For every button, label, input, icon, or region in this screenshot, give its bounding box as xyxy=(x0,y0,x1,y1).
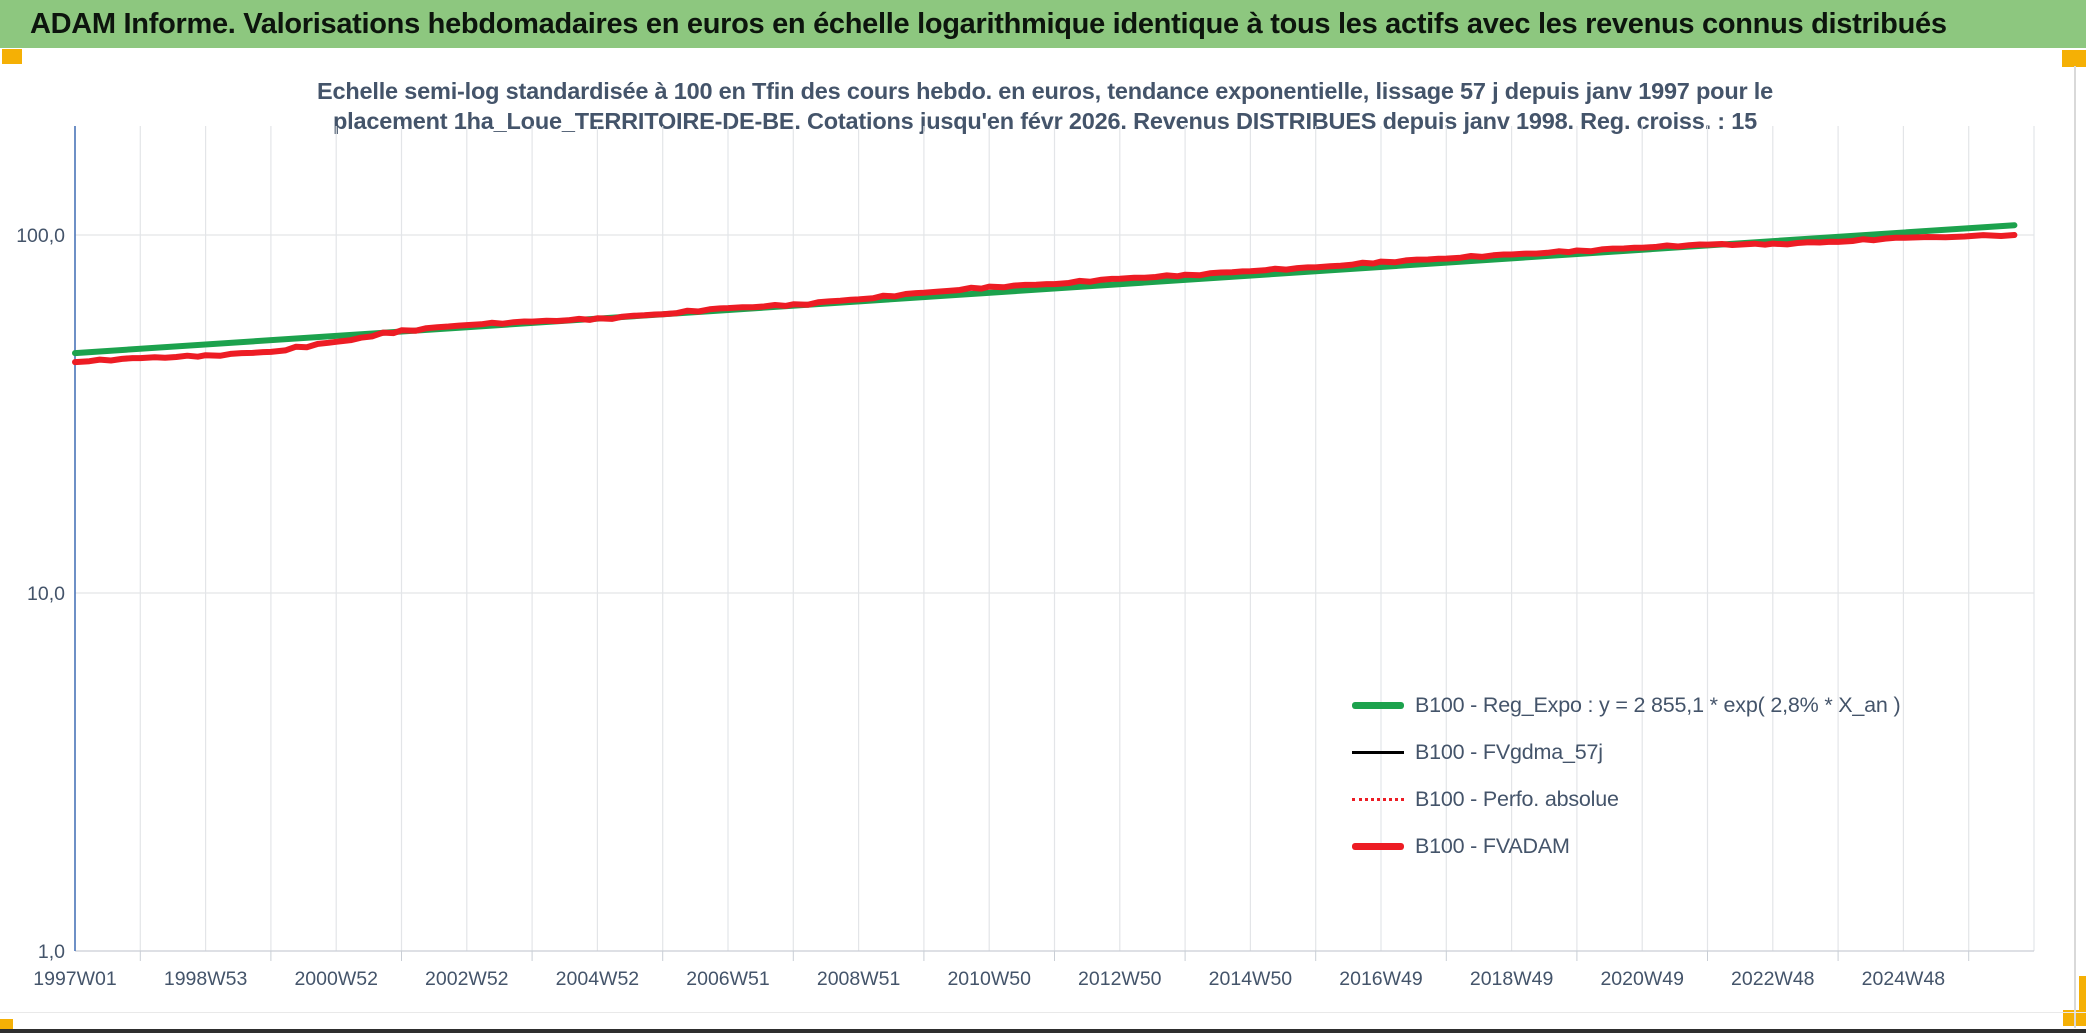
right-edge-strip xyxy=(2079,976,2086,1020)
chart-card: Echelle semi-log standardisée à 100 en T… xyxy=(0,48,2086,1033)
title-banner-text: ADAM Informe. Valorisations hebdomadaire… xyxy=(30,7,1947,40)
x-axis-label: 2004W52 xyxy=(556,968,639,990)
x-axis-label: 2016W49 xyxy=(1339,968,1422,990)
x-axis-label: 1997W01 xyxy=(33,968,116,990)
plot-area: 100,0 10,0 1,0 1997W01 1998W53 2000W52 2002W52… xyxy=(16,126,2035,990)
x-axis-label: 2024W48 xyxy=(1862,968,1945,990)
bottom-separator xyxy=(0,1012,2086,1013)
y-axis-label: 100,0 xyxy=(16,225,65,247)
window-bottom-edge xyxy=(0,1029,2086,1033)
x-axis-label: 2018W49 xyxy=(1470,968,1553,990)
legend-item-b100-fvgdma-57j: B100 - FVgdma_57j xyxy=(1352,729,1900,776)
chart-legend: B100 - Reg_Expo : y = 2 855,1 * exp( 2,8… xyxy=(1352,682,1901,870)
y-axis-label: 1,0 xyxy=(38,941,65,963)
x-axis-label: 2006W51 xyxy=(686,968,769,990)
legend-label: B100 - FVgdma_57j xyxy=(1415,740,1603,764)
legend-swatch-dotted xyxy=(1352,798,1404,801)
card-border-right xyxy=(2074,66,2076,1028)
legend-item-b100-fvadam: B100 - FVADAM xyxy=(1352,823,1900,870)
series-line-b100-fvadam xyxy=(72,232,2018,366)
x-axis-label: 2010W50 xyxy=(947,968,1031,990)
x-axis-label: 2002W52 xyxy=(425,968,508,990)
chart-title-line1: Echelle semi-log standardisée à 100 en T… xyxy=(317,78,1773,104)
chart-title-line2: placement 1ha_Loue_TERRITOIRE-DE-BE. Cot… xyxy=(332,108,1757,134)
x-axis-label: 2022W48 xyxy=(1731,968,1814,990)
legend-swatch-thick xyxy=(1352,843,1404,850)
legend-item-b100-perfo-absolue: B100 - Perfo. absolue xyxy=(1352,776,1900,823)
x-axis-label: 2012W50 xyxy=(1078,968,1162,990)
corner-marker-top-left xyxy=(2,49,22,64)
y-axis-label: 10,0 xyxy=(27,583,65,605)
x-axis-label: 2014W50 xyxy=(1209,968,1293,990)
legend-swatch-thin xyxy=(1352,751,1404,754)
corner-marker-top-right xyxy=(2062,50,2086,67)
chart-title: Echelle semi-log standardisée à 100 en T… xyxy=(75,76,2015,136)
legend-label: B100 - FVADAM xyxy=(1415,834,1570,858)
x-axis-label: 2008W51 xyxy=(817,968,900,990)
legend-label: B100 - Perfo. absolue xyxy=(1415,787,1619,811)
legend-swatch-thick xyxy=(1352,702,1404,709)
legend-item-b100-reg-expo-y-2-855-1-exp-2-8-x-an-: B100 - Reg_Expo : y = 2 855,1 * exp( 2,8… xyxy=(1352,682,1901,729)
title-banner: ADAM Informe. Valorisations hebdomadaire… xyxy=(0,0,2086,48)
x-axis-label: 2020W49 xyxy=(1600,968,1683,990)
x-axis-label: 1998W53 xyxy=(164,968,247,990)
legend-label: B100 - Reg_Expo : y = 2 855,1 * exp( 2,8… xyxy=(1415,693,1901,717)
x-axis-label: 2000W52 xyxy=(294,968,377,990)
